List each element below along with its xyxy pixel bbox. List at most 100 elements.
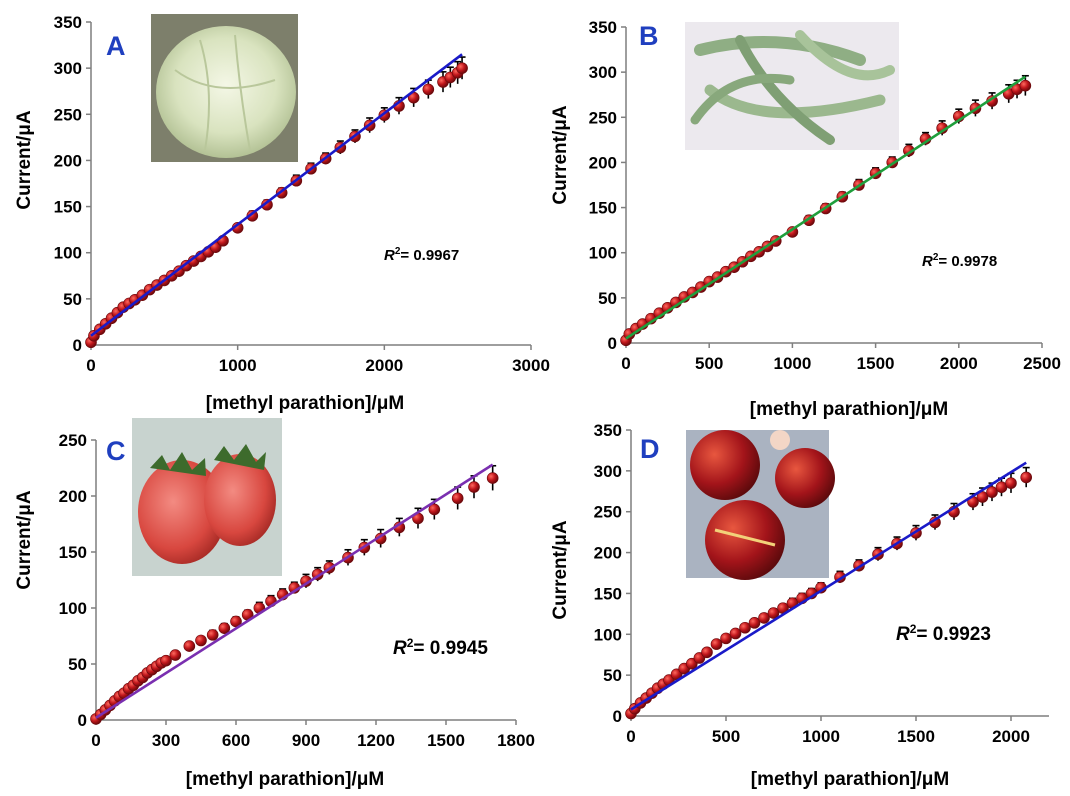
fit-line (95, 463, 494, 719)
y-tick-label: 50 (68, 655, 87, 674)
y-tick-label: 350 (589, 18, 617, 37)
plot-c: 0 50 100 150 200 250 0 300 600 900 1200 1500 1800 (59, 431, 535, 750)
data-point (261, 198, 273, 211)
panel-b: B R2= 0.9978 Current/μA [methyl parathio… (550, 21, 997, 420)
plot-d: 0 50 100 150 200 250 300 350 0 500 1000 1500 2000 (594, 421, 1049, 746)
x-axis-label-c: [methyl parathion]/μM (186, 769, 384, 790)
y-tick-label: 50 (598, 289, 617, 308)
y-tick-label: 300 (589, 63, 617, 82)
panel-letter-d: D (640, 434, 660, 464)
y-tick-label: 350 (594, 421, 622, 440)
data-point (986, 486, 998, 498)
r2-superscript: 2 (407, 636, 414, 650)
x-axis-label-a: [methyl parathion]/μM (206, 393, 404, 414)
y-tick-label: 0 (608, 334, 617, 353)
x-tick-label: 0 (626, 727, 635, 746)
strawberry (204, 454, 276, 546)
y-axis-label-d: Current/μA (550, 520, 571, 620)
y-tick-label: 150 (594, 584, 622, 603)
bean-pod (690, 73, 795, 125)
data-point (195, 634, 207, 647)
nectarine (690, 430, 760, 500)
y-tick-label: 100 (59, 599, 87, 618)
fit-line (90, 53, 463, 337)
data-point (739, 621, 751, 634)
r2-label-c: R2= 0.9945 (393, 636, 488, 659)
x-tick-label: 900 (292, 731, 320, 750)
nectarine (705, 500, 785, 580)
y-tick-label: 150 (589, 199, 617, 218)
x-tick-label: 2000 (365, 356, 403, 375)
data-point (1019, 79, 1032, 92)
data-point (729, 627, 742, 640)
fit-line (630, 461, 1027, 711)
y-axis-label-c: Current/μA (14, 490, 35, 590)
cabbage-head (156, 26, 296, 158)
y-tick-label: 0 (73, 336, 82, 355)
y-tick-label: 200 (594, 544, 622, 563)
data-point (422, 83, 435, 96)
fit-line (625, 75, 1027, 340)
r2-superscript: 2 (395, 246, 401, 257)
x-tick-label: 3000 (512, 356, 550, 375)
y-tick-label: 250 (594, 503, 622, 522)
r2-superscript: 2 (910, 622, 917, 636)
strawberry (138, 460, 226, 564)
data-point (767, 607, 780, 619)
r2-symbol: R (896, 624, 910, 645)
x-tick-label: 0 (86, 356, 95, 375)
r2-label-a: R2= 0.9967 (384, 246, 459, 264)
data-point (720, 632, 732, 645)
x-tick-label: 500 (712, 727, 740, 746)
y-tick-label: 200 (59, 487, 87, 506)
data-point (468, 481, 480, 493)
data-point (701, 646, 713, 659)
r2-superscript: 2 (933, 252, 939, 263)
panel-letter-a: A (106, 31, 126, 61)
r2-value: = 0.9978 (938, 253, 997, 270)
cabbage-vein (174, 34, 276, 151)
y-tick-label: 350 (54, 13, 82, 32)
panel-letter-c: C (106, 436, 126, 466)
bean-pod (735, 35, 835, 145)
data-point (486, 472, 499, 484)
data-point (183, 640, 196, 652)
panel-d: D R2= 0.9923 Current/μA [methyl parathio… (550, 430, 991, 790)
strawberry-leaves (214, 444, 266, 470)
r2-symbol: R (393, 638, 407, 659)
x-tick-label: 1500 (427, 731, 465, 750)
plot-a: 0 50 100 150 200 250 300 350 0 1000 2000 3000 (54, 13, 550, 375)
y-tick-label: 100 (589, 244, 617, 263)
y-axis-label-a: Current/μA (14, 110, 35, 210)
inset-photo-c (132, 418, 282, 576)
x-tick-label: 1000 (773, 354, 811, 373)
y-tick-label: 50 (603, 666, 622, 685)
panel-letter-b: B (639, 21, 659, 51)
data-point (1020, 471, 1032, 484)
bean-pod (704, 84, 886, 119)
y-tick-label: 300 (54, 59, 82, 78)
y-tick-label: 100 (54, 244, 82, 263)
x-tick-label: 2000 (992, 727, 1030, 746)
r2-value: = 0.9923 (916, 624, 991, 645)
bean-pod (694, 36, 866, 66)
data-point (246, 210, 259, 222)
y-tick-label: 100 (594, 625, 622, 644)
y-tick-label: 150 (59, 543, 87, 562)
r2-value: = 0.9945 (413, 638, 488, 659)
x-tick-label: 1500 (897, 727, 935, 746)
data-point (428, 503, 441, 516)
data-point (758, 612, 770, 624)
x-tick-label: 2000 (940, 354, 978, 373)
bean-pod (795, 30, 895, 81)
y-tick-label: 150 (54, 198, 82, 217)
x-tick-label: 1800 (497, 731, 535, 750)
data-point (456, 62, 468, 74)
x-tick-label: 1000 (219, 356, 257, 375)
y-tick-label: 0 (613, 707, 622, 726)
x-tick-label: 0 (91, 731, 100, 750)
x-tick-label: 1500 (857, 354, 895, 373)
panel-c: C R2= 0.9945 Current/μA [methyl parathio… (14, 418, 488, 790)
